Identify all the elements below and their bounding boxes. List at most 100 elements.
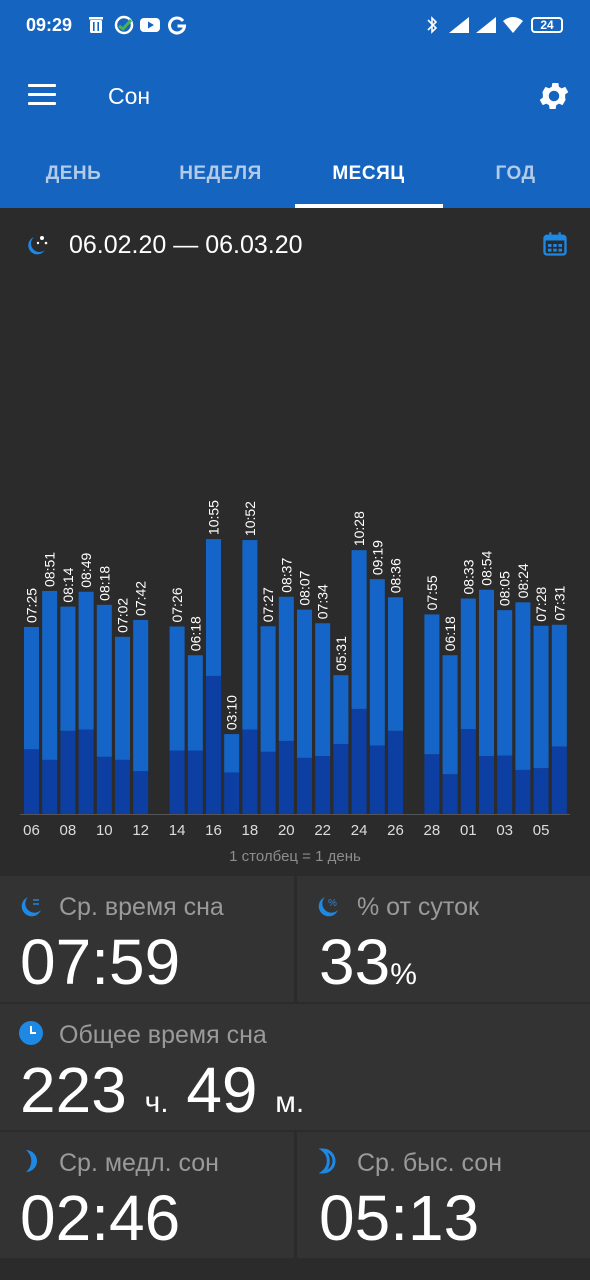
deep-sleep-bar[interactable] — [351, 708, 367, 814]
light-sleep-bar[interactable] — [460, 598, 476, 730]
tab-week[interactable]: НЕДЕЛЯ — [179, 163, 262, 184]
light-sleep-bar[interactable] — [479, 589, 494, 757]
light-sleep-bar[interactable] — [388, 597, 403, 731]
deep-sleep-bar[interactable] — [260, 751, 276, 814]
deep-sleep-bar[interactable] — [115, 759, 130, 814]
rem-sleep-card[interactable]: Ср. быс. сон 05:13 — [297, 1132, 590, 1258]
deep-sleep-bar[interactable] — [187, 750, 203, 814]
battery-level: 24 — [540, 18, 554, 32]
light-sleep-bar[interactable] — [78, 591, 94, 730]
light-sleep-bar[interactable] — [224, 734, 240, 773]
light-sleep-bar[interactable] — [278, 596, 294, 741]
light-sleep-bar[interactable] — [497, 610, 513, 756]
light-sleep-bar[interactable] — [333, 675, 349, 744]
light-sleep-bar[interactable] — [515, 602, 531, 770]
light-sleep-bar[interactable] — [533, 625, 549, 769]
deep-sleep-bar[interactable] — [169, 750, 185, 814]
battery-icon: 24 — [531, 17, 563, 33]
deep-sleep-bar[interactable] — [242, 729, 258, 814]
light-sleep-bar[interactable] — [60, 606, 76, 731]
total-minutes-unit: м. — [275, 1086, 305, 1119]
percent-value: 33% — [319, 930, 417, 994]
bar-value-label: 09:19 — [369, 540, 385, 575]
light-sleep-bar[interactable] — [169, 626, 185, 751]
light-sleep-bar[interactable] — [442, 655, 458, 775]
x-tick-label: 26 — [387, 822, 404, 839]
tab-month[interactable]: МЕСЯЦ — [332, 163, 405, 184]
deep-sleep-bar[interactable] — [442, 774, 458, 814]
bar-value-label: 08:18 — [96, 566, 112, 601]
bar-value-label: 08:49 — [78, 552, 94, 587]
bar-value-label: 07:31 — [551, 585, 567, 620]
deep-sleep-bar[interactable] — [460, 729, 476, 814]
light-sleep-bar[interactable] — [133, 619, 149, 772]
deep-sleep-bar[interactable] — [551, 746, 567, 814]
deep-sleep-bar[interactable] — [224, 772, 240, 814]
app-bar: Сон — [0, 52, 590, 142]
light-sleep-bar[interactable] — [424, 614, 440, 755]
light-sleep-bar[interactable] — [42, 590, 58, 760]
deep-sleep-bar[interactable] — [297, 757, 312, 814]
total-sleep-card[interactable]: Общее время сна 223 ч. 49 м. — [0, 1004, 590, 1130]
light-sleep-bar[interactable] — [351, 550, 367, 709]
light-sleep-bar[interactable] — [297, 609, 312, 758]
deep-sleep-bar[interactable] — [333, 743, 349, 814]
avg-sleep-card[interactable]: Ср. время сна 07:59 — [0, 876, 294, 1002]
bar-value-label: 03:10 — [224, 695, 240, 730]
bar-value-label: 07:25 — [24, 588, 40, 623]
deep-sleep-bar[interactable] — [424, 754, 440, 814]
gear-icon[interactable] — [536, 78, 572, 114]
percent-card[interactable]: % % от суток 33% — [297, 876, 590, 1002]
deep-sleep-bar[interactable] — [96, 756, 112, 814]
tab-year[interactable]: ГОД — [495, 163, 536, 184]
moon-stars-icon — [28, 236, 48, 255]
bar-value-label: 10:52 — [242, 501, 258, 536]
percent-label: % от суток — [357, 893, 479, 921]
deep-sleep-bar[interactable] — [479, 756, 494, 814]
menu-icon[interactable] — [22, 80, 58, 110]
deep-sleep-bar[interactable] — [206, 675, 221, 814]
deep-sleep-bar[interactable] — [42, 759, 58, 814]
deep-sleep-bar[interactable] — [78, 729, 94, 814]
bar-value-label: 08:37 — [278, 558, 294, 593]
tab-day[interactable]: ДЕНЬ — [45, 163, 102, 184]
bar-value-label: 07:27 — [260, 587, 276, 622]
youtube-icon — [140, 18, 160, 32]
light-sleep-bar[interactable] — [260, 626, 276, 752]
deep-sleep-bar[interactable] — [60, 730, 76, 814]
light-sleep-bar[interactable] — [551, 624, 567, 747]
percent-unit: % — [390, 958, 417, 991]
deep-sleep-bar[interactable] — [515, 769, 531, 814]
deep-sleep-bar[interactable] — [388, 730, 403, 814]
deep-sleep-bar[interactable] — [24, 749, 39, 814]
deep-sleep-bar[interactable] — [133, 771, 149, 814]
deep-sleep-bar[interactable] — [315, 756, 331, 814]
deep-sleep-bar[interactable] — [278, 740, 294, 814]
deep-sleep-bar[interactable] — [497, 755, 513, 814]
bar-value-label: 08:07 — [297, 570, 313, 605]
x-tick-label: 06 — [23, 822, 40, 839]
signal-icon-2 — [476, 17, 496, 33]
light-sleep-bar[interactable] — [315, 623, 331, 757]
light-sleep-bar[interactable] — [96, 604, 112, 757]
light-sleep-bar[interactable] — [24, 627, 39, 750]
x-tick-label: 03 — [496, 822, 513, 839]
x-tick-label: 22 — [314, 822, 331, 839]
bar-value-label: 08:54 — [479, 550, 495, 585]
app-header: 09:29 24 Сон ДЕНЬ НЕДЕЛЯ МЕСЯЦ ГОД — [0, 0, 590, 208]
deep-sleep-bar[interactable] — [533, 768, 549, 814]
x-tick-label: 14 — [169, 822, 186, 839]
bar-value-label: 08:33 — [460, 559, 476, 594]
deep-sleep-card[interactable]: Ср. медл. сон 02:46 — [0, 1132, 294, 1258]
calendar-icon[interactable] — [541, 230, 569, 258]
x-tick-label: 05 — [533, 822, 550, 839]
bar-value-label: 10:28 — [351, 511, 367, 546]
light-sleep-bar[interactable] — [187, 655, 203, 751]
light-sleep-bar[interactable] — [242, 540, 258, 730]
light-sleep-bar[interactable] — [115, 636, 130, 760]
light-sleep-bar[interactable] — [206, 539, 221, 676]
deep-sleep-bar[interactable] — [369, 745, 385, 814]
light-sleep-bar[interactable] — [369, 579, 385, 746]
bar-value-label: 07:26 — [169, 587, 185, 622]
x-tick-label: 18 — [242, 822, 259, 839]
